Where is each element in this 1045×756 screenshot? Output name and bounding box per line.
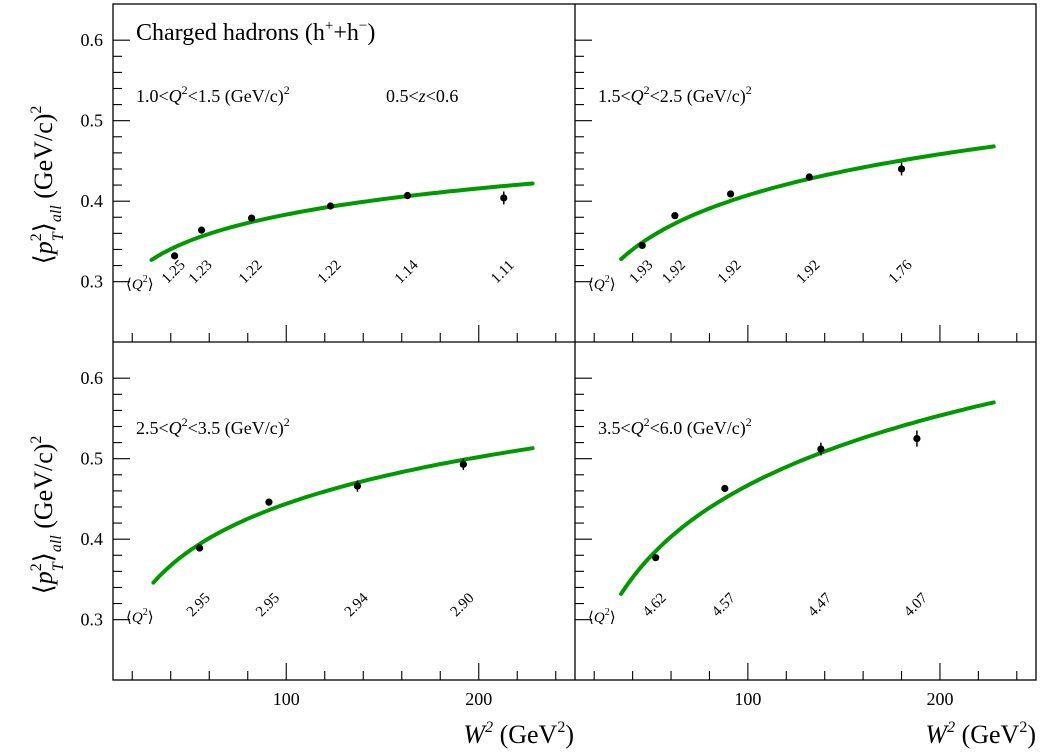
panel-1: 0.30.40.50.61.0<Q2<1.5 (GeV/c)2⟨Q2⟩ 1.251… [81, 30, 557, 342]
y-tick-label: 0.5 [81, 449, 104, 469]
y-axis-title-top: ⟨p2 T⟩all (GeV/c)2 [28, 106, 67, 265]
z-range-label: 0.5<z<0.6 [386, 86, 458, 106]
panel-3: 0.3 0.4 0.5 0.6 100 200 2.5<Q2<3.5 (GeV/c)2 ⟨Q2… [81, 368, 557, 709]
x-tick-label: 200 [465, 689, 492, 709]
data-point [265, 498, 273, 506]
q2-value-label: 2.95 [253, 590, 283, 620]
q2-value-label: 1.22 [236, 257, 266, 287]
q2-value-label: 1.22 [315, 257, 345, 287]
q2-value-label: 1.25 [159, 257, 189, 287]
q2-value-label: 1.76 [886, 257, 916, 287]
data-point [726, 190, 735, 198]
svg-text:⟨p2T⟩all (GeV/c)2: ⟨p2 T⟩all (GeV/c)2 [28, 106, 67, 265]
fit-curve [619, 400, 996, 596]
y-axis-title-bottom: ⟨p2 T⟩all (GeV/c)2 [28, 436, 67, 595]
q2-value-label: 1.23 [186, 257, 216, 287]
data-point [500, 194, 508, 202]
y-tick-label: 0.6 [81, 368, 104, 388]
data-point [326, 202, 335, 210]
data-point [353, 482, 362, 490]
y-tick-label: 0.3 [81, 272, 104, 292]
data-point [721, 484, 729, 493]
q2-value-label: 1.92 [659, 257, 689, 287]
q2-value-label: 2.94 [342, 590, 372, 620]
q2-value-label: 4.07 [901, 590, 931, 620]
panel-4: 100 200 3.5<Q2<6.0 (GeV/c)2 ⟨Q2⟩ 4.62 4.57 4.4… [575, 377, 1018, 709]
data-point [638, 241, 646, 250]
data-point [805, 173, 813, 181]
q2-row-label: ⟨Q2⟩ [588, 274, 616, 293]
data-point [671, 212, 679, 220]
data-point [248, 214, 256, 222]
q2-value-label: 1.92 [794, 257, 824, 287]
x-axis-title-right: W2 (GeV2) [925, 719, 1036, 749]
fit-curve [619, 144, 996, 262]
chart-title: Charged hadrons (h++h−) [136, 18, 375, 46]
data-point [913, 434, 921, 443]
y-tick-label: 0.5 [81, 111, 104, 131]
y-tick-label: 0.4 [81, 529, 104, 549]
q2-value-label: 2.90 [448, 590, 478, 620]
q2-value-label: 4.47 [805, 590, 835, 620]
x-tick-label: 200 [926, 689, 953, 709]
svg-text:⟨p2T⟩all (GeV/c)2: ⟨p2 T⟩all (GeV/c)2 [28, 436, 67, 595]
data-point [817, 445, 825, 453]
panel-label: 1.5<Q2<2.5 (GeV/c)2 [598, 83, 752, 107]
y-tick-label: 0.6 [81, 30, 104, 50]
x-tick-label: 100 [734, 689, 761, 709]
fit-curve [151, 446, 535, 585]
y-tick-label: 0.4 [81, 191, 104, 211]
data-point [171, 252, 179, 260]
panels: 0.30.40.50.61.0<Q2<1.5 (GeV/c)2⟨Q2⟩ 1.251… [81, 3, 1037, 709]
data-point [459, 460, 467, 468]
q2-value-label: 4.57 [709, 590, 739, 620]
panel-label: 1.0<Q2<1.5 (GeV/c)2 [136, 83, 290, 107]
q2-value-label: 1.11 [488, 257, 517, 286]
data-point [197, 226, 206, 234]
data-point [196, 544, 204, 552]
data-point [403, 191, 412, 200]
q2-value-label: 1.14 [392, 257, 422, 287]
q2-value-label: 2.95 [184, 590, 214, 620]
q2-row-label: ⟨Q2⟩ [126, 274, 154, 293]
data-point [897, 165, 906, 173]
q2-value-label: 1.92 [715, 257, 745, 287]
q2-row-label: ⟨Q2⟩ [126, 607, 154, 626]
panel-label: 2.5<Q2<3.5 (GeV/c)2 [136, 415, 290, 439]
x-tick-label: 100 [273, 689, 300, 709]
y-tick-label: 0.3 [81, 610, 104, 630]
panel-2: 1.5<Q2<2.5 (GeV/c)2⟨Q2⟩ 1.93 1.92 1.92 1.92 1… [575, 39, 1018, 342]
x-axis-title-left: W2 (GeV2) [463, 719, 574, 749]
q2-value-label: 1.93 [626, 257, 656, 287]
q2-value-label: 4.62 [640, 590, 670, 620]
data-point [652, 554, 660, 562]
fit-curve [149, 181, 535, 262]
q2-row-label: ⟨Q2⟩ [588, 607, 616, 626]
panel-label: 3.5<Q2<6.0 (GeV/c)2 [598, 415, 752, 439]
